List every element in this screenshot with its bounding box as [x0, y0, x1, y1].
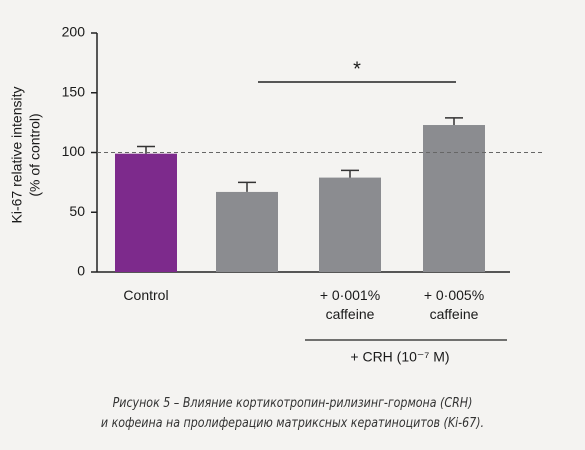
caption: Рисунок 5 – Влияние кортикотропин-рилизи…	[112, 396, 473, 411]
error-bar	[238, 181, 256, 192]
y-axis-label: Ki-67 relative intensity	[9, 87, 25, 224]
error-bar	[341, 169, 359, 178]
group-label: + CRH (10⁻⁷ M)	[350, 349, 449, 365]
bar	[115, 153, 177, 272]
caption: и кофеина на пролиферацию матриксных кер…	[100, 416, 485, 431]
error-bar	[445, 117, 463, 126]
bar	[423, 125, 485, 272]
y-axis-label: (% of control)	[27, 113, 43, 196]
x-tick-label: + 0·001% caffeine	[319, 287, 381, 322]
y-tick-label: 100	[62, 143, 86, 159]
significance-label: *	[353, 58, 361, 80]
x-tick-label: + 0·005% caffeine	[423, 287, 485, 322]
y-tick-label: 200	[62, 24, 86, 40]
y-tick-label: 150	[62, 83, 86, 99]
bar	[216, 191, 278, 272]
x-tick-label: Control	[123, 287, 169, 303]
bar	[319, 177, 381, 272]
y-tick-label: 50	[69, 203, 85, 219]
y-tick-label: 0	[77, 263, 85, 279]
